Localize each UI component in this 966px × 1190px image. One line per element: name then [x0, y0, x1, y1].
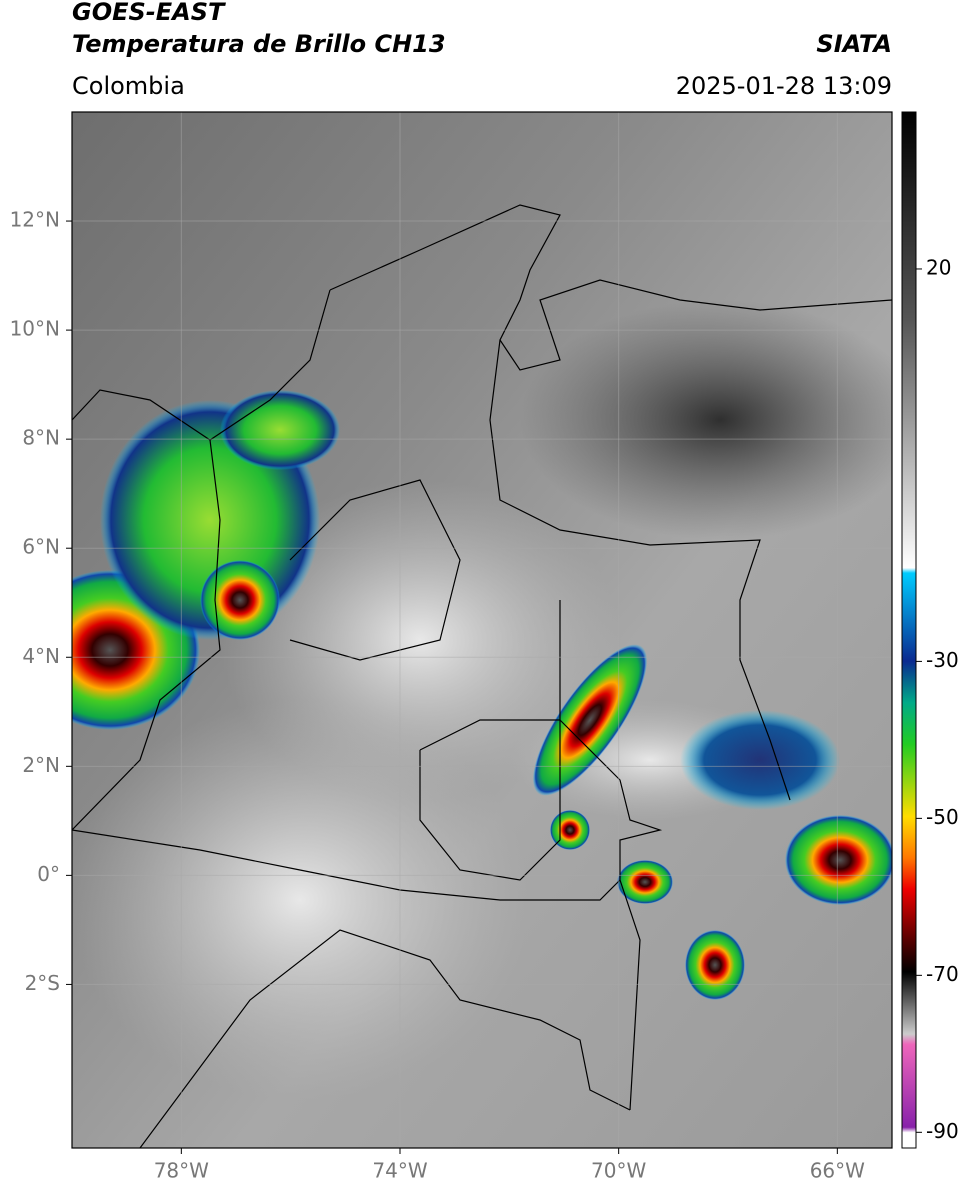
x-tick-label: 74°W — [372, 1159, 427, 1183]
map-frame — [71, 111, 893, 1149]
colorbar-tick-label: 20 — [926, 255, 951, 279]
colorbar-tick-label: -50 — [926, 805, 959, 829]
satellite-image — [72, 112, 892, 1148]
subtitle: Temperatura de Brillo CH13 — [72, 30, 446, 58]
y-tick-label: 0° — [37, 862, 60, 886]
y-tick-label: 10°N — [10, 317, 60, 341]
y-tick-label: 12°N — [10, 208, 60, 232]
y-tick-label: 4°N — [22, 644, 60, 668]
y-tick-label: 8°N — [22, 426, 60, 450]
y-tick-label: 2°N — [22, 753, 60, 777]
x-tick-label: 70°W — [591, 1159, 646, 1183]
y-tick-label: 2°S — [25, 971, 60, 995]
graticule — [72, 112, 892, 1148]
title: GOES-EAST — [72, 0, 226, 26]
region: Colombia — [72, 72, 185, 100]
source: SIATA — [816, 30, 892, 58]
colorbar-tick-label: -30 — [926, 648, 959, 672]
x-tick-label: 78°W — [154, 1159, 209, 1183]
colorbar-tick-label: -90 — [926, 1119, 959, 1143]
x-tick-label: 66°W — [810, 1159, 865, 1183]
y-tick-label: 6°N — [22, 535, 60, 559]
colorbar-tick-label: -70 — [926, 962, 959, 986]
datetime: 2025-01-28 13:09 — [676, 72, 892, 100]
colorbar — [901, 111, 917, 1149]
